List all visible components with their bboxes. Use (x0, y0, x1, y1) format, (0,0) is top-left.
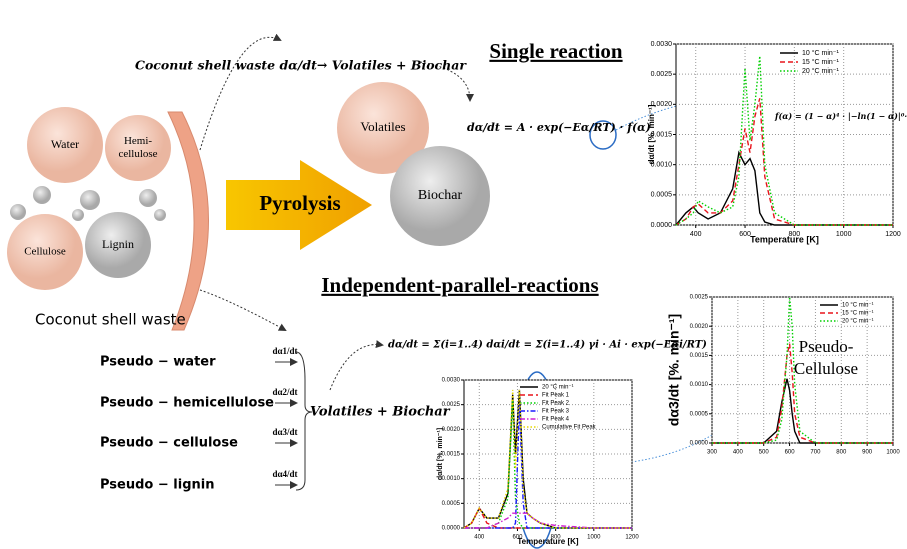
annotation: Pseudo- (799, 337, 854, 356)
y-tick-label: 0.0005 (651, 192, 673, 199)
legend-label: 20 °C min⁻¹ (542, 385, 574, 391)
step-label: dα3/dt (272, 427, 297, 437)
y-tick-label: 0.0025 (442, 402, 461, 408)
y-tick-label: 0.0010 (442, 476, 461, 482)
graphical-abstract: Water Hemi-cellulose Cellulose Lignin Volati… (0, 0, 907, 549)
y-tick-label: 0.0010 (690, 382, 709, 388)
y-tick-label: 0.0020 (690, 324, 709, 330)
x-tick-label: 1000 (886, 450, 900, 456)
legend-label: Fit Peak 2 (542, 401, 570, 407)
y-tick-label: 0.0005 (442, 501, 461, 507)
x-tick-label: 800 (836, 450, 847, 456)
y-tick-label: 0.0000 (651, 222, 673, 229)
process-label: Pyrolysis (259, 191, 340, 215)
feedstock-label: Coconut shell waste (35, 311, 186, 329)
legend-label: Cumulative Fit Peak (542, 425, 597, 431)
x-tick-label: 500 (759, 450, 770, 456)
x-tick-label: 400 (690, 231, 702, 238)
step-label: dα1/dt (272, 346, 297, 356)
legend-label: 10 °C min⁻¹ (842, 303, 874, 309)
x-axis-label: Temperature [K] (517, 537, 579, 546)
x-tick-label: 300 (707, 450, 718, 456)
x-axis-label: Temperature [K] (750, 234, 819, 244)
x-tick-label: 400 (474, 535, 485, 541)
parallel-title: Independent-parallel-reactions (321, 273, 598, 297)
pseudo-label: Pseudo − water (100, 355, 216, 370)
legend-label: 20 °C min⁻¹ (802, 67, 840, 75)
parallel-products: Volatiles + Biochar (310, 405, 451, 420)
legend-label: 15 °C min⁻¹ (802, 58, 840, 66)
single-title: Single reaction (489, 39, 623, 63)
y-tick-label: 0.0020 (442, 427, 461, 433)
y-tick-label: 0.0015 (690, 353, 709, 359)
pseudo-label: Pseudo − hemicellulose (100, 396, 274, 411)
node-label: Volatiles (360, 119, 405, 134)
x-tick-label: 1200 (625, 535, 639, 541)
x-tick-label: 1000 (587, 535, 601, 541)
pseudo-label: Pseudo − lignin (100, 478, 214, 493)
legend-label: Fit Peak 3 (542, 409, 570, 415)
pseudo-label: Pseudo − cellulose (100, 436, 238, 451)
y-axis-label: dα3/dt [%. min⁻¹] (666, 314, 682, 426)
y-tick-label: 0.0015 (442, 452, 461, 458)
node-label: Hemi- (124, 135, 152, 147)
y-tick-label: 0.0000 (442, 526, 461, 532)
node-label: Biochar (418, 188, 463, 203)
x-tick-label: 700 (810, 450, 821, 456)
node-label: Water (51, 137, 79, 151)
x-tick-label: 1000 (836, 231, 852, 238)
annotation: f(α) = (1 − α)⁴ · |−ln(1 − α)|⁰·⁵³ (774, 111, 907, 121)
x-tick-label: 900 (862, 450, 873, 456)
annotation: Cellulose (794, 359, 858, 378)
parallel-equation: dα/dt = Σ(i=1..4) dαi/dt = Σ(i=1..4) γi … (388, 340, 739, 351)
y-tick-label: 0.0030 (651, 41, 673, 48)
y-axis-label: dα/dt [%. min⁻¹] (437, 428, 444, 480)
canvas: Water Hemi-cellulose Cellulose Lignin Volati… (0, 0, 907, 549)
y-tick-label: 0.0000 (690, 441, 709, 447)
step-label: dα2/dt (272, 387, 297, 397)
x-tick-label: 1200 (885, 231, 901, 238)
single-reaction: Coconut shell waste dα/dt→ Volatiles + B… (135, 58, 467, 73)
legend-label: 20 °C min⁻¹ (842, 319, 874, 325)
legend-label: 10 °C min⁻¹ (802, 49, 840, 57)
step-label: dα4/dt (272, 469, 297, 479)
node-label: Cellulose (24, 246, 66, 258)
y-axis-label: dα/dt [%. min⁻¹] (647, 104, 656, 164)
single-equation: dα/dt = A · exp(−Eα/RT) · f(α) (467, 121, 651, 134)
legend-label: 15 °C min⁻¹ (842, 311, 874, 317)
x-tick-label: 400 (733, 450, 744, 456)
y-tick-label: 0.0025 (651, 71, 673, 78)
y-tick-label: 0.0030 (442, 378, 461, 384)
x-tick-label: 600 (785, 450, 796, 456)
legend-label: Fit Peak 4 (542, 417, 570, 423)
node-label: Lignin (102, 237, 134, 251)
node-label: cellulose (118, 148, 157, 160)
legend-label: Fit Peak 1 (542, 393, 570, 399)
y-tick-label: 0.0005 (690, 411, 709, 417)
y-tick-label: 0.0025 (690, 295, 709, 301)
